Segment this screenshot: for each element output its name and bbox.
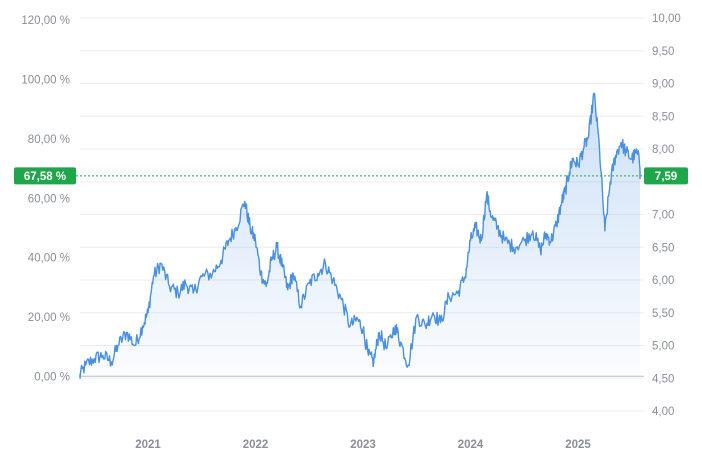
right-tick-label: 4,00: [652, 406, 674, 418]
right-tick-label: 6,50: [652, 242, 674, 254]
x-tick-label: 2024: [458, 439, 484, 451]
current-value-badges: 67,58 % 7,59: [14, 167, 688, 185]
left-axis-ticks: 120,00 % 100,00 % 80,00 % 60,00 % 40,00 % 20,…: [21, 15, 70, 383]
x-tick-label: 2025: [565, 439, 591, 451]
area-fill: [80, 93, 640, 379]
left-tick-label: 120,00 %: [21, 15, 70, 27]
price-area: [80, 93, 640, 379]
right-tick-label: 4,50: [652, 373, 674, 385]
left-tick-label: 40,00 %: [28, 253, 70, 265]
right-tick-label: 6,00: [652, 275, 674, 287]
left-tick-label: 60,00 %: [28, 193, 70, 205]
right-tick-label: 8,50: [652, 111, 674, 123]
current-percent-badge: 67,58 %: [14, 167, 76, 185]
right-tick-label: 5,00: [652, 341, 674, 353]
right-tick-label: 5,50: [652, 308, 674, 320]
x-tick-label: 2021: [135, 439, 161, 451]
right-tick-label: 8,00: [652, 144, 674, 156]
series-line: [79, 92, 641, 379]
left-tick-label: 100,00 %: [21, 75, 70, 87]
left-tick-label: 80,00 %: [28, 134, 70, 146]
left-tick-label: 0,00 %: [34, 371, 70, 383]
right-tick-label: 7,00: [652, 210, 674, 222]
x-tick-label: 2023: [350, 439, 376, 451]
right-tick-label: 9,00: [652, 79, 674, 91]
right-axis-ticks: 10,00 9,50 9,00 8,50 8,00 7,00 6,50 6,00 5,50 5,0…: [652, 13, 681, 418]
right-tick-label: 10,00: [652, 13, 681, 25]
current-price-badge: 7,59: [644, 167, 688, 185]
x-tick-label: 2022: [243, 439, 269, 451]
left-tick-label: 20,00 %: [28, 312, 70, 324]
current-percent-label: 67,58 %: [24, 171, 66, 183]
x-axis-ticks: 2021 2022 2023 2024 2025: [135, 439, 591, 451]
right-tick-label: 9,50: [652, 46, 674, 58]
price-line: [79, 92, 641, 379]
current-price-label: 7,59: [655, 171, 677, 183]
